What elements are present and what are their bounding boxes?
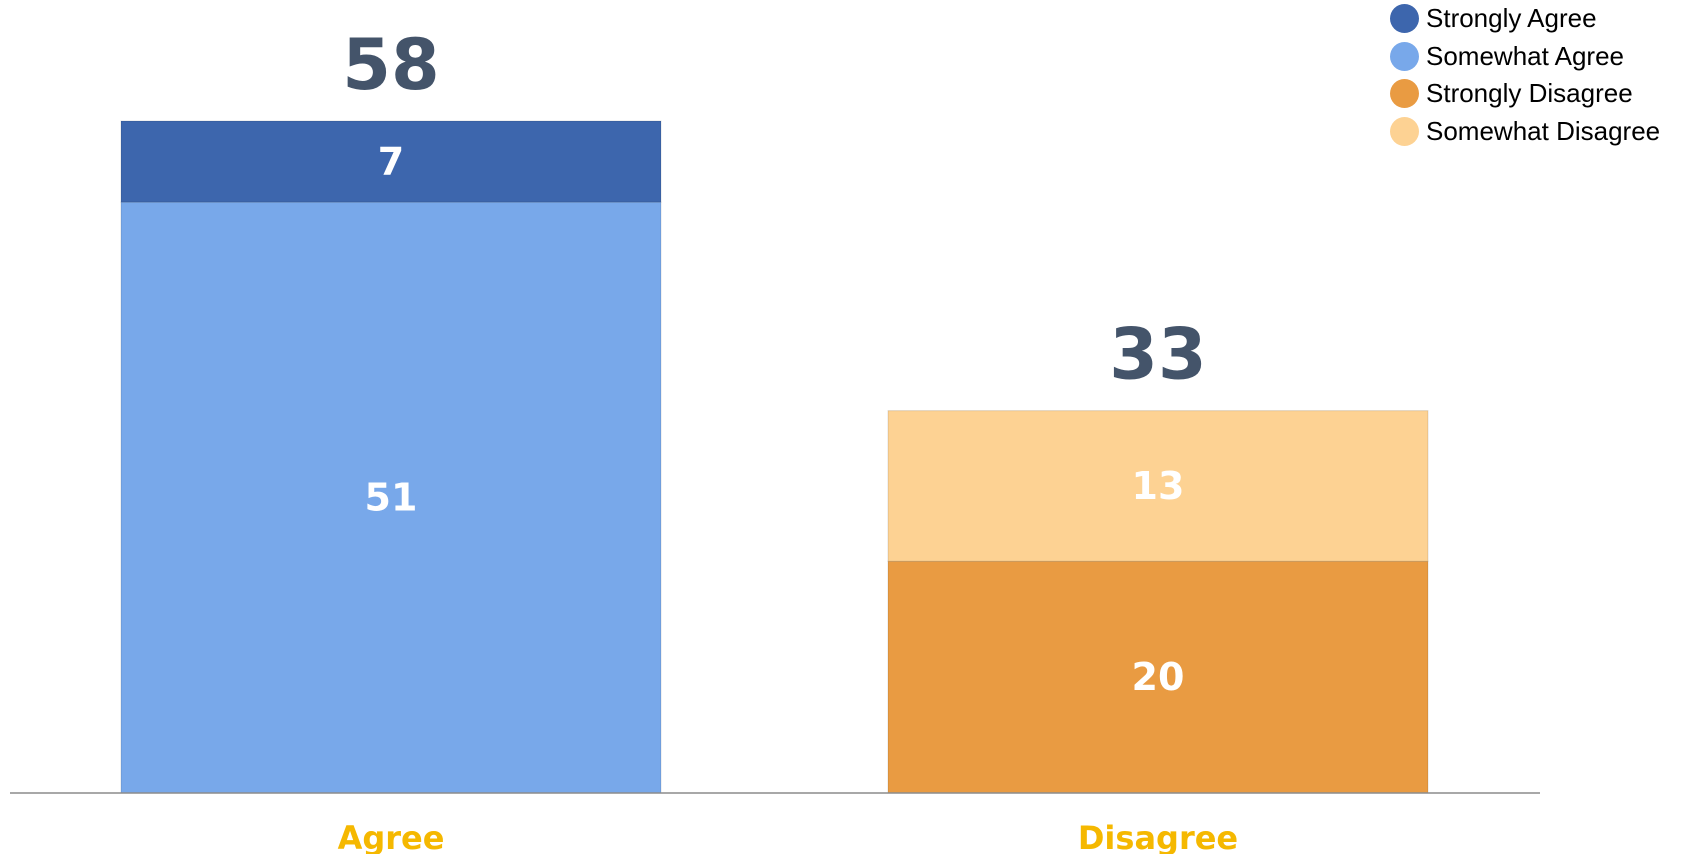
legend-item: Strongly Disagree (1390, 75, 1660, 113)
legend-swatch (1390, 79, 1419, 109)
legend-swatch (1390, 116, 1419, 146)
segment-value-label: 51 (365, 476, 418, 520)
legend-label: Strongly Disagree (1426, 78, 1633, 109)
segment-value-label: 13 (1132, 464, 1185, 508)
legend: Strongly Agree Somewhat Agree Strongly Dis… (1390, 0, 1660, 150)
total-value-label: 58 (342, 24, 439, 106)
category-label: Disagree (1078, 819, 1238, 854)
legend-swatch (1390, 41, 1419, 71)
bar-segment-strongly-agree (120, 120, 662, 203)
category-label: Agree (338, 819, 445, 854)
total-value-label: 33 (1109, 314, 1206, 396)
legend-label: Strongly Agree (1426, 3, 1597, 34)
legend-item: Somewhat Agree (1390, 38, 1660, 76)
bar-segment-somewhat-agree (120, 201, 662, 794)
legend-label: Somewhat Disagree (1426, 115, 1661, 146)
legend-label: Somewhat Agree (1426, 40, 1625, 71)
legend-item: Somewhat Disagree (1390, 113, 1660, 151)
segment-value-label: 7 (378, 140, 404, 184)
segment-value-label: 20 (1132, 655, 1185, 699)
legend-swatch (1390, 4, 1419, 34)
legend-item: Strongly Agree (1390, 0, 1660, 38)
bar-segment-somewhat-disagree (887, 410, 1429, 562)
